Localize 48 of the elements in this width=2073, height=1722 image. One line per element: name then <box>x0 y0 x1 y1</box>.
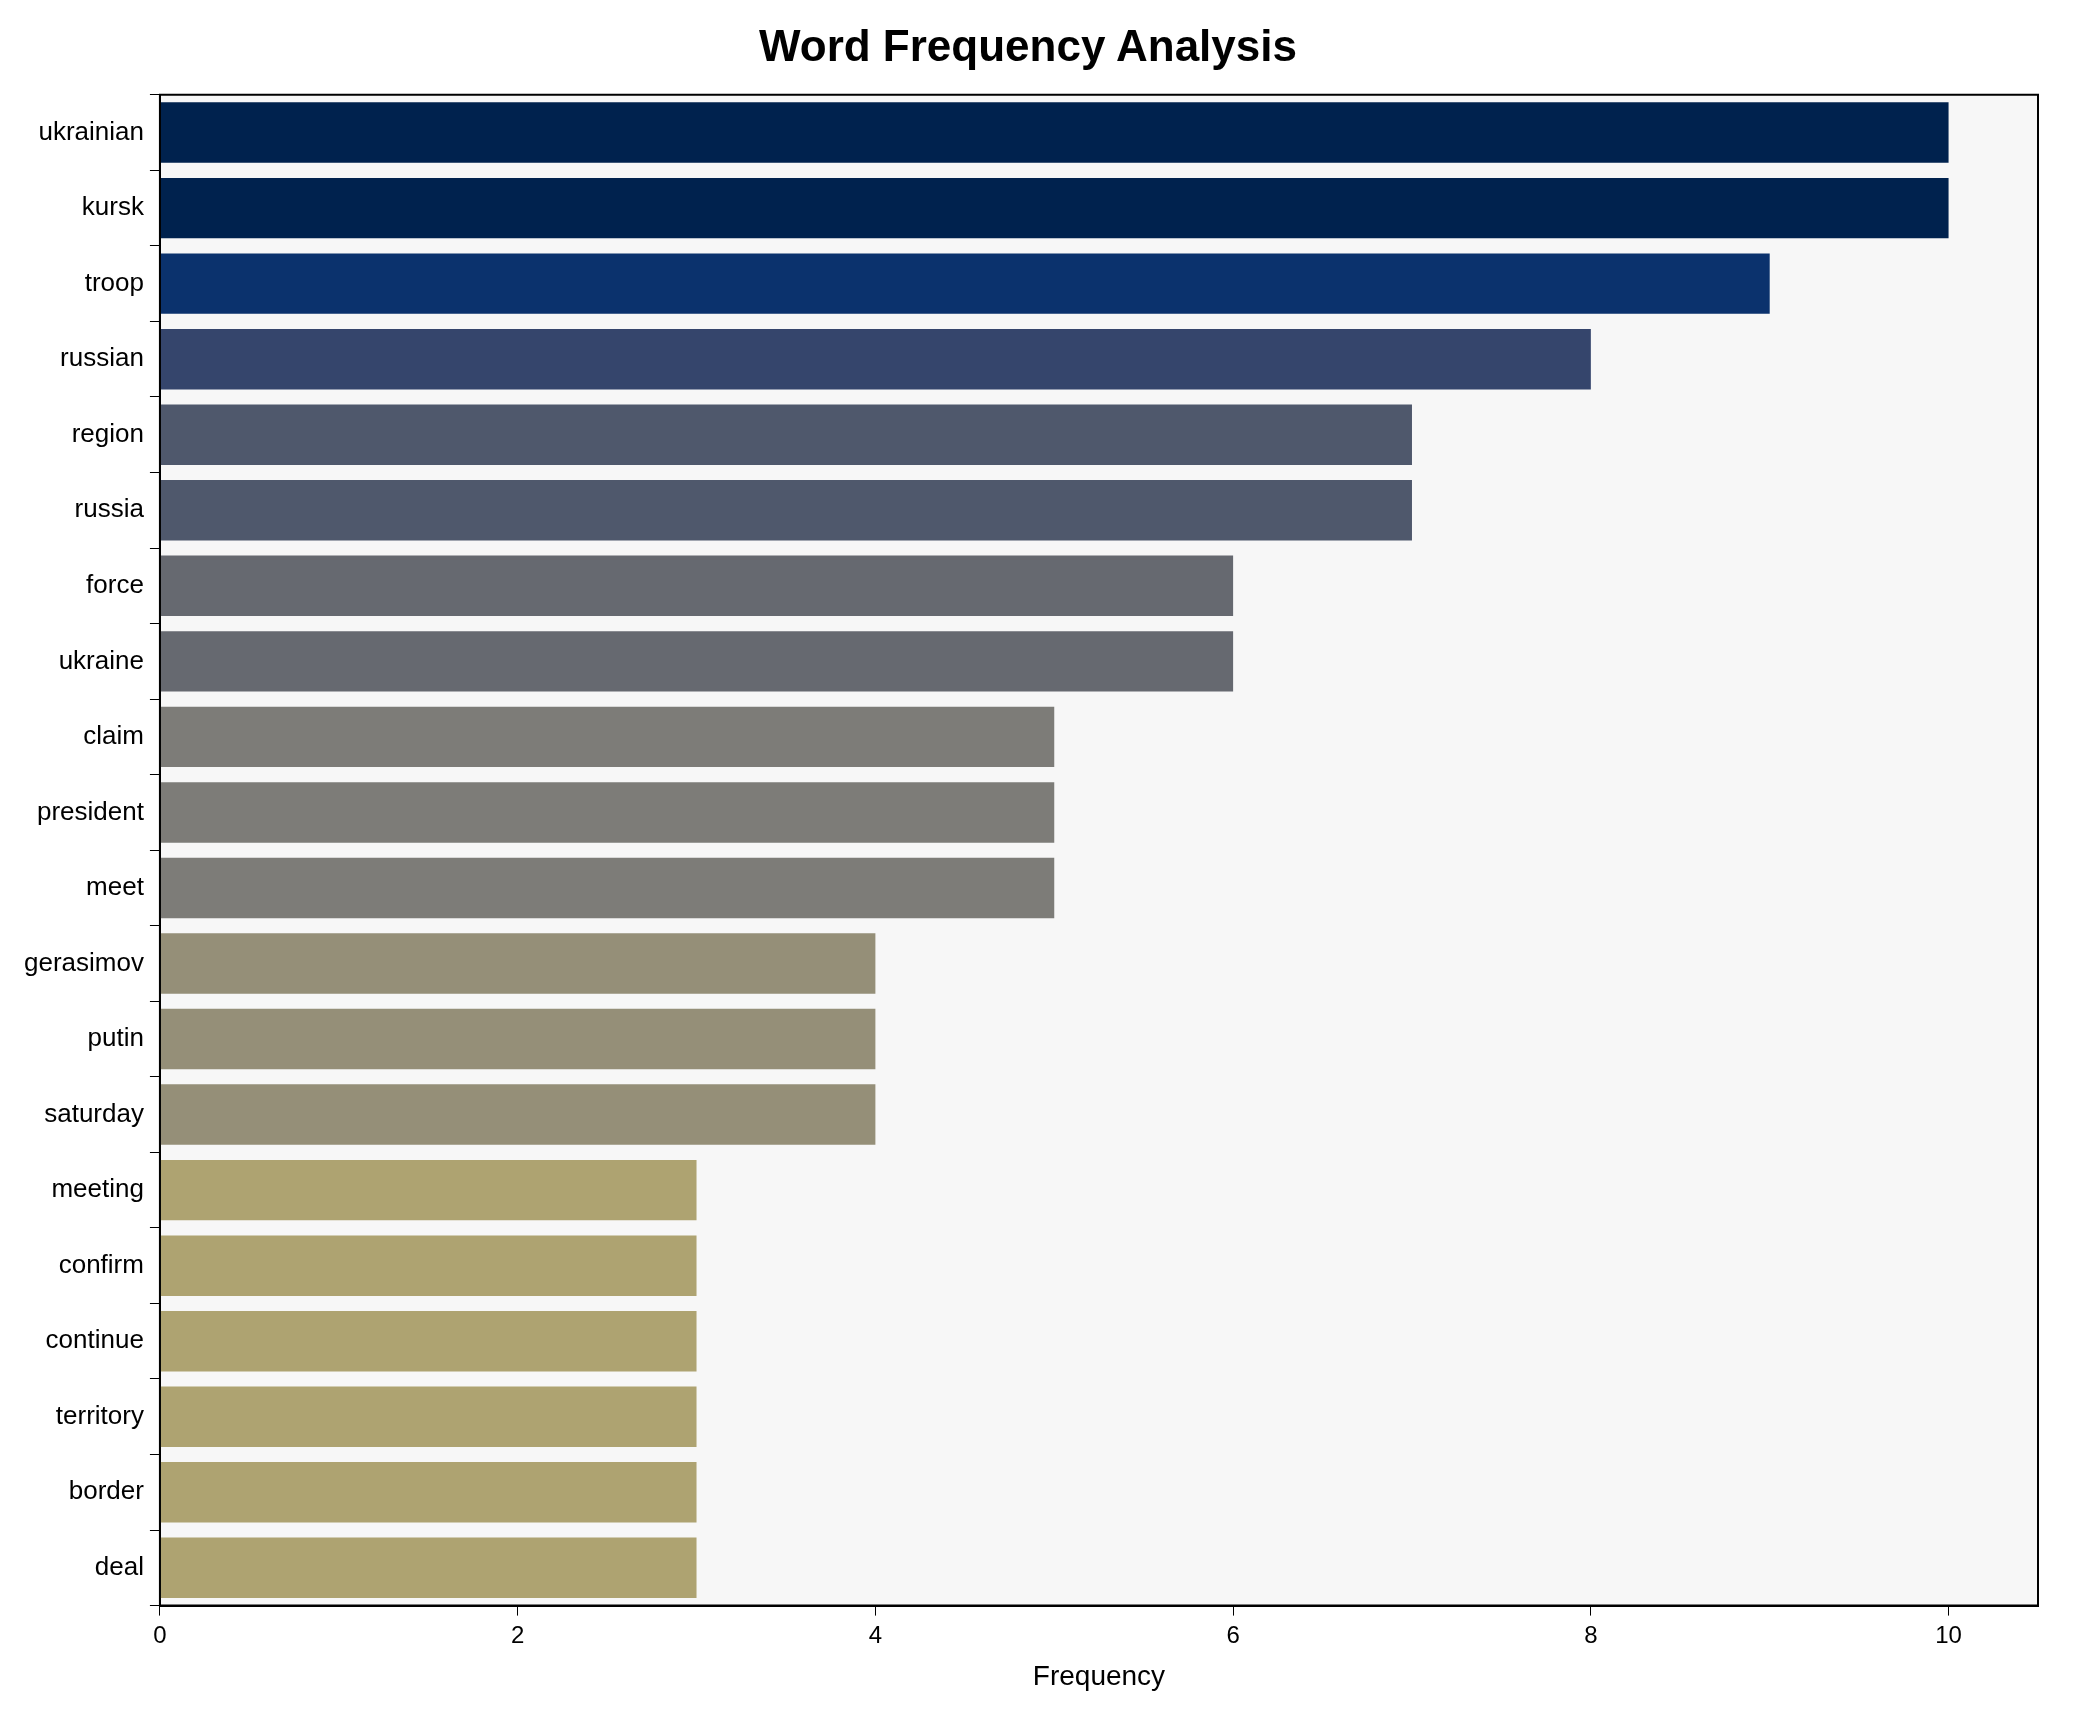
x-tick-label: 2 <box>510 1620 525 1648</box>
x-axis-title: Frequency <box>1032 1659 1166 1691</box>
bar <box>160 404 1412 465</box>
y-tick-label: president <box>36 795 145 826</box>
x-tick-label: 0 <box>153 1620 167 1648</box>
bar <box>160 857 1055 919</box>
bar <box>160 1159 697 1221</box>
bar <box>160 706 1055 768</box>
y-tick-label: force <box>86 568 144 599</box>
bar <box>160 1235 697 1296</box>
y-tick-label: deal <box>94 1551 144 1581</box>
bar <box>160 782 1055 843</box>
y-tick-label: ukrainian <box>38 115 144 146</box>
x-tick-label: 6 <box>1226 1620 1240 1648</box>
bar <box>160 253 1770 314</box>
bar <box>160 1310 697 1372</box>
y-tick-label: putin <box>87 1022 144 1053</box>
bar <box>160 177 1949 239</box>
y-tick-label: saturday <box>44 1097 144 1128</box>
y-tick-label: confirm <box>58 1248 144 1279</box>
y-tick-label: meet <box>86 871 145 902</box>
bar <box>160 1386 697 1447</box>
x-tick-label: 8 <box>1584 1620 1598 1648</box>
y-tick-label: kursk <box>81 191 145 222</box>
y-tick-label: ukraine <box>58 644 144 675</box>
y-tick-label: russia <box>74 493 145 524</box>
bar <box>160 480 1412 541</box>
bar <box>160 1084 876 1145</box>
bar <box>160 631 1234 692</box>
bar <box>160 102 1949 163</box>
y-tick-label: claim <box>83 720 144 751</box>
y-tick-label: territory <box>55 1399 144 1430</box>
bar <box>160 1462 697 1523</box>
y-tick-label: border <box>68 1475 145 1506</box>
x-tick-label: 4 <box>868 1620 883 1648</box>
bar <box>160 555 1234 617</box>
y-tick-label: gerasimov <box>24 946 144 977</box>
bar <box>160 1008 876 1070</box>
bar <box>160 1537 697 1599</box>
y-tick-label: continue <box>45 1324 144 1355</box>
bar <box>160 933 876 994</box>
chart-title: Word Frequency Analysis <box>759 20 1297 70</box>
y-tick-label: russian <box>60 342 144 373</box>
y-tick-label: meeting <box>51 1173 144 1204</box>
bar <box>160 328 1591 390</box>
y-tick-label: region <box>71 417 144 448</box>
x-tick-label: 10 <box>1935 1620 1962 1648</box>
y-tick-label: troop <box>84 266 144 297</box>
